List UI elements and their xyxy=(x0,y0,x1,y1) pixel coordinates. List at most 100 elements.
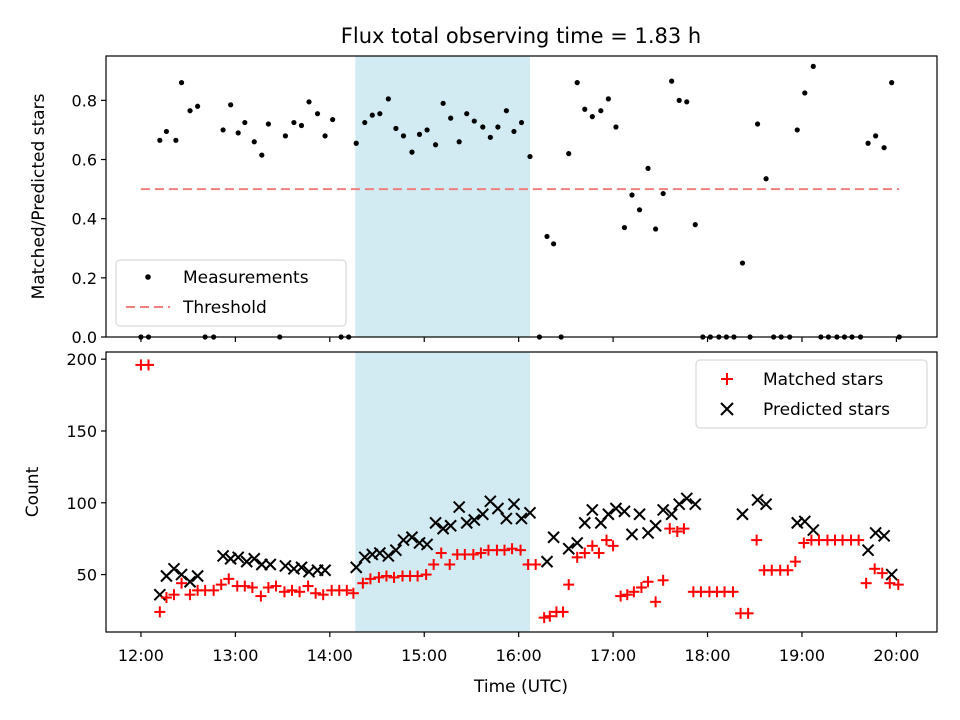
predicted-star-point xyxy=(248,552,261,565)
measurement-point xyxy=(589,114,595,120)
matched-star-point xyxy=(892,579,904,591)
matched-star-point xyxy=(357,577,369,589)
measurement-point xyxy=(527,153,533,160)
matched-star-point xyxy=(388,571,400,583)
top-y-tick-label: 0.8 xyxy=(72,91,97,110)
matched-star-point xyxy=(869,563,881,575)
matched-star-point xyxy=(467,548,479,560)
measurement-point xyxy=(605,96,611,102)
top-y-axis-label: Matched/Predicted stars xyxy=(29,93,49,299)
measurement-point xyxy=(865,140,871,146)
measurement-point xyxy=(551,241,557,247)
legend-matched-label: Matched stars xyxy=(763,370,883,390)
predicted-star-point xyxy=(452,500,466,514)
measurement-point xyxy=(518,119,525,126)
legend-measurement-marker xyxy=(145,274,151,280)
measurement-point xyxy=(362,119,368,126)
top-legend: Measurements Threshold xyxy=(115,259,347,327)
matched-star-point xyxy=(593,547,605,559)
bottom-x-tick-label: 12:00 xyxy=(118,646,164,665)
measurement-point xyxy=(424,127,430,133)
measurement-point xyxy=(393,125,399,132)
matched-star-point xyxy=(278,586,290,598)
matched-star-point xyxy=(239,580,251,592)
matched-star-point xyxy=(475,547,487,559)
top-x-ticks xyxy=(140,337,897,342)
measurement-point xyxy=(432,142,439,148)
measurement-point xyxy=(251,139,257,145)
matched-star-point xyxy=(782,564,794,576)
matched-star-point xyxy=(860,577,872,589)
matched-star-point xyxy=(142,359,154,371)
measurement-point xyxy=(353,140,359,146)
matched-star-point xyxy=(853,534,865,546)
top-y-tick-label: 0.0 xyxy=(72,328,97,347)
predicted-star-point xyxy=(540,555,554,568)
matched-star-point xyxy=(364,573,376,585)
bottom-legend: Matched stars Predicted stars xyxy=(695,359,928,429)
measurement-point xyxy=(464,111,470,117)
bottom-axes-frame xyxy=(105,351,938,633)
measurement-point xyxy=(416,131,423,137)
predicted-star-point xyxy=(507,497,521,511)
predicted-star-point xyxy=(523,506,537,520)
predicted-star-point xyxy=(751,493,764,507)
measurement-point xyxy=(881,145,887,151)
predicted-star-point xyxy=(405,531,419,544)
matched-star-point xyxy=(678,523,690,535)
measurement-point xyxy=(645,165,651,171)
matched-star-point xyxy=(435,547,447,559)
legend-predicted-label: Predicted stars xyxy=(763,400,890,420)
measurement-point xyxy=(652,226,659,232)
predicted-star-point xyxy=(397,533,410,547)
predicted-star-point xyxy=(625,528,639,541)
predicted-star-point xyxy=(680,492,693,505)
matched-star-point xyxy=(444,559,456,571)
matched-star-point xyxy=(600,534,612,546)
matched-stars-points xyxy=(135,359,904,624)
matched-star-point xyxy=(168,589,180,601)
predicted-star-point xyxy=(602,508,615,521)
matched-star-point xyxy=(499,544,511,556)
matched-star-point xyxy=(727,586,739,598)
measurement-point xyxy=(385,96,391,102)
predicted-star-point xyxy=(649,519,662,532)
predicted-star-point xyxy=(689,497,702,511)
predicted-star-point xyxy=(444,519,457,532)
measurement-point xyxy=(220,127,226,133)
matched-star-point xyxy=(628,586,640,598)
matched-star-point xyxy=(557,606,569,618)
predicted-star-point xyxy=(476,508,489,521)
legend-x-glyph xyxy=(720,402,734,416)
measurement-point xyxy=(480,124,486,130)
measurement-point xyxy=(369,112,375,118)
top-y-ticks: 0.0 0.2 0.4 0.6 0.8 xyxy=(72,91,106,347)
matched-star-point xyxy=(184,589,196,601)
predicted-star-point xyxy=(279,559,292,573)
matched-star-point xyxy=(347,587,359,599)
matched-star-point xyxy=(294,586,306,598)
matched-star-point xyxy=(380,570,392,582)
predicted-star-point xyxy=(191,569,204,583)
measurement-point xyxy=(298,122,305,129)
measurement-point xyxy=(660,190,666,197)
legend-matched-marker xyxy=(721,373,733,385)
measurement-point xyxy=(495,124,501,130)
predicted-star-point xyxy=(609,502,623,515)
predicted-star-point xyxy=(429,516,442,530)
matched-star-point xyxy=(246,581,258,593)
bottom-x-tick-label: 17:00 xyxy=(590,646,636,665)
measurement-point xyxy=(613,124,619,130)
matched-star-point xyxy=(789,556,801,568)
predicted-star-point xyxy=(358,551,371,564)
predicted-star-point xyxy=(216,549,230,563)
predicted-star-point xyxy=(571,536,584,550)
matched-star-point xyxy=(884,577,896,589)
measurement-point xyxy=(669,78,675,84)
predicted-star-point xyxy=(807,523,820,537)
predicted-star-point xyxy=(350,561,363,574)
legend-threshold-label: Threshold xyxy=(182,298,267,318)
measurement-point xyxy=(187,108,193,114)
measurement-point xyxy=(306,99,312,105)
